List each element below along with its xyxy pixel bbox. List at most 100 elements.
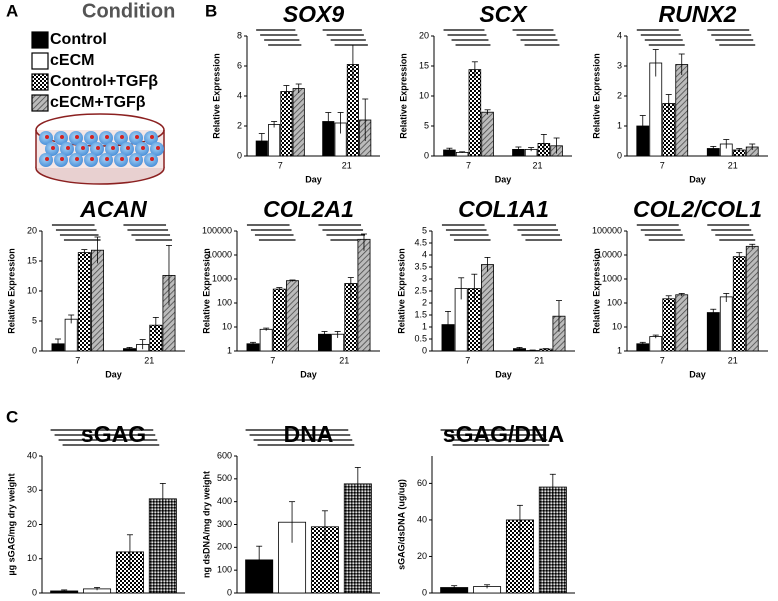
bar (481, 111, 494, 157)
y-axis-label: Relative Expression (591, 53, 601, 139)
y-tick-label: 0 (227, 587, 232, 597)
y-tick-label: 500 (217, 473, 232, 483)
y-tick-label: 3 (422, 273, 427, 283)
x-tick-label: 7 (466, 160, 471, 170)
y-tick-label: 1000 (602, 273, 622, 283)
y-tick-label: 0 (237, 150, 242, 160)
cell-nucleus (75, 157, 79, 161)
y-tick-label: 0 (424, 150, 429, 160)
cell-nucleus (135, 135, 139, 139)
bar (675, 64, 689, 157)
legend-label: Control+TGFβ (50, 73, 158, 90)
y-tick-label: 0 (617, 150, 622, 160)
y-tick-label: 10000 (597, 249, 622, 259)
y-tick-label: 0 (32, 345, 37, 355)
y-tick-label: 1 (422, 321, 427, 331)
legend-swatch (31, 73, 49, 91)
x-axis-label: Day (689, 174, 706, 184)
x-tick-label: 21 (532, 160, 542, 170)
x-tick-label: 7 (278, 160, 283, 170)
y-tick-label: 200 (217, 542, 232, 552)
chart-title: ACAN (79, 196, 147, 222)
y-tick-label: 1 (617, 345, 622, 355)
bar (148, 498, 177, 594)
y-tick-label: 30 (27, 485, 37, 495)
y-tick-label: 1 (227, 345, 232, 355)
y-tick-label: 2 (422, 297, 427, 307)
cell-nucleus (120, 157, 124, 161)
bar (343, 483, 372, 594)
x-axis-label: Day (305, 174, 322, 184)
bar (292, 88, 305, 157)
cell-nucleus (51, 146, 55, 150)
y-tick-label: 10 (612, 321, 622, 331)
x-axis-label: Day (495, 174, 512, 184)
bar (732, 256, 746, 352)
x-tick-label: 7 (465, 355, 470, 365)
y-tick-label: 600 (217, 450, 232, 460)
bar (649, 62, 663, 157)
chart-title: COL1A1 (458, 196, 549, 222)
cell-nucleus (45, 157, 49, 161)
x-axis-label: Day (495, 369, 512, 379)
chart-title: COL2A1 (263, 196, 354, 222)
chart-title: RUNX2 (659, 1, 737, 27)
y-tick-label: 400 (217, 496, 232, 506)
cell-nucleus (150, 157, 154, 161)
bar (649, 336, 663, 352)
cell-nucleus (81, 146, 85, 150)
cell-nucleus (105, 157, 109, 161)
legend-swatch (31, 31, 49, 49)
x-tick-label: 21 (534, 355, 544, 365)
bar (77, 252, 91, 352)
legend-swatch (31, 94, 49, 112)
bar (538, 486, 567, 594)
y-axis-label: sGAG/dsDNA (ug/ug) (396, 479, 406, 570)
cell-nucleus (90, 135, 94, 139)
x-tick-label: 7 (660, 355, 665, 365)
bar (706, 312, 720, 352)
x-tick-label: 7 (75, 355, 80, 365)
y-tick-label: 1 (617, 120, 622, 130)
y-tick-label: 10 (419, 90, 429, 100)
y-tick-label: 5 (32, 315, 37, 325)
bar (280, 91, 293, 157)
bar (745, 245, 759, 352)
bar (259, 328, 273, 352)
y-tick-label: 0.5 (414, 333, 427, 343)
cell-nucleus (90, 157, 94, 161)
y-tick-label: 0 (32, 587, 37, 597)
x-tick-label: 21 (339, 355, 349, 365)
x-axis-label: Day (105, 369, 122, 379)
cell-nucleus (105, 135, 109, 139)
bar (268, 124, 281, 157)
y-tick-label: 100000 (202, 225, 232, 235)
y-tick-label: 1.5 (414, 309, 427, 319)
y-tick-label: 4 (237, 90, 242, 100)
y-axis-label: µg sGAG/mg dry weight (6, 473, 16, 575)
y-tick-label: 2 (617, 90, 622, 100)
y-tick-label: 100000 (592, 225, 622, 235)
y-axis-label: Relative Expression (396, 248, 406, 334)
y-tick-label: 100 (217, 297, 232, 307)
y-tick-label: 10 (27, 553, 37, 563)
y-axis-label: Relative Expression (398, 53, 408, 139)
chart-title: COL2/COL1 (633, 196, 762, 222)
y-axis-label: Relative Expression (211, 53, 221, 139)
x-tick-label: 21 (728, 355, 738, 365)
cell-nucleus (66, 146, 70, 150)
y-tick-label: 60 (417, 478, 427, 488)
bar (468, 69, 482, 157)
chart-title: sGAG (81, 421, 146, 447)
cell-nucleus (45, 135, 49, 139)
legend-title: Condition (82, 0, 175, 22)
cell-nucleus (120, 135, 124, 139)
y-tick-label: 15 (419, 60, 429, 70)
bar (662, 298, 676, 352)
cell-nucleus (135, 157, 139, 161)
y-tick-label: 5 (422, 225, 427, 235)
cell-nucleus (111, 146, 115, 150)
chart-title: SOX9 (283, 1, 345, 27)
legend-swatch (31, 52, 49, 70)
